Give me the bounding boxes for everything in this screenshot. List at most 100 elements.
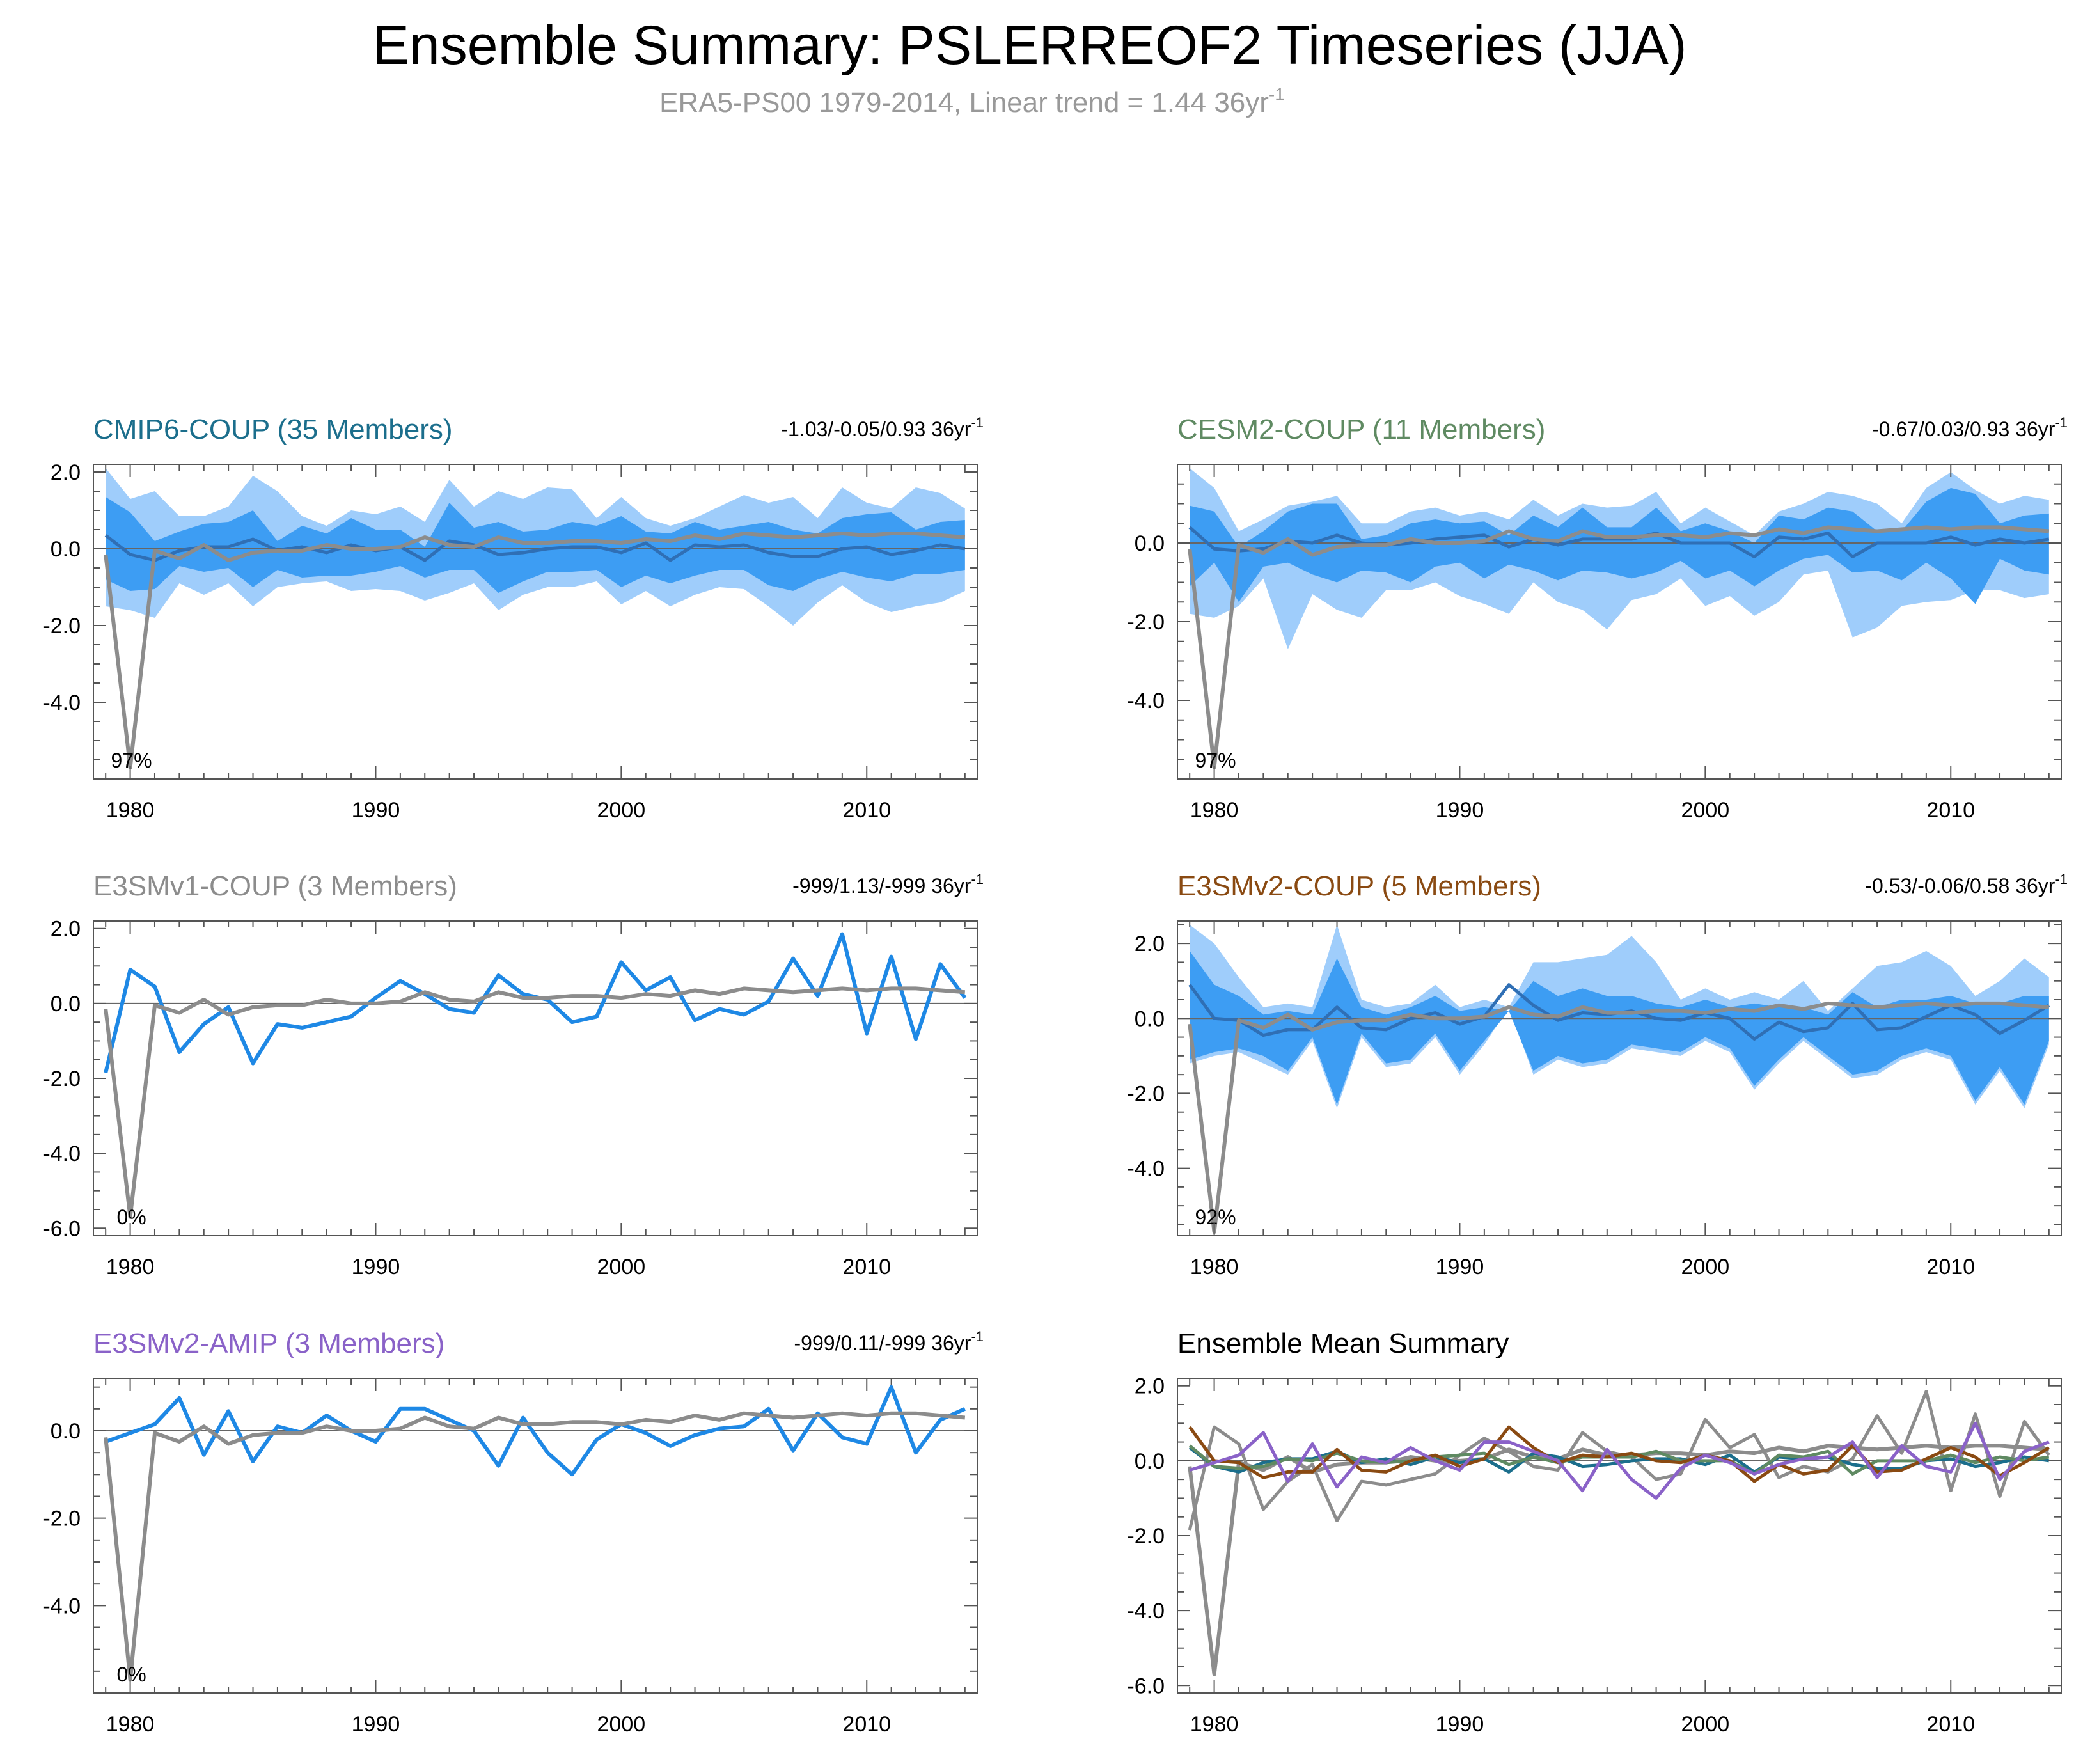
panel-trend-text: -0.53/-0.06/0.58 36yr-1	[1865, 871, 2068, 897]
y-tick-label: 0.0	[1135, 532, 1165, 556]
x-tick-label: 2000	[597, 798, 646, 823]
x-tick-label: 1980	[106, 798, 155, 823]
panel-frame	[1177, 1378, 2062, 1694]
y-tick-label: -2.0	[43, 1067, 81, 1091]
panel-title: CMIP6-COUP (35 Members)	[93, 414, 453, 445]
subtitle-superscript: -1	[1269, 84, 1285, 104]
figure-subtitle: ERA5-PS00 1979-2014, Linear trend = 1.44…	[659, 84, 1285, 118]
percent-label: 0%	[116, 1663, 146, 1686]
trend-superscript: -1	[2055, 414, 2068, 430]
series-line-era5-ps00	[1188, 1001, 2050, 1234]
y-tick-label: -4.0	[43, 1142, 81, 1166]
trend-superscript: -1	[971, 871, 984, 887]
trend-value: -999/1.13/-999 36yr	[792, 874, 971, 897]
series-line-e3smv2-coup	[1188, 1425, 2050, 1483]
x-tick-label: 2000	[597, 1712, 646, 1736]
x-tick-label: 2010	[1926, 1255, 1975, 1279]
series-line-ensemble-mean	[1188, 526, 2050, 558]
panel-data-group	[93, 1385, 977, 1682]
y-tick-label: 2.0	[51, 917, 81, 941]
panel-e3smv1: E3SMv1-COUP (3 Members) -999/1.13/-999 36…	[43, 870, 984, 1279]
x-tick-label: 2000	[1681, 1712, 1730, 1736]
y-tick-label: -4.0	[1127, 1599, 1165, 1623]
y-tick-label: 2.0	[51, 461, 81, 485]
panel-frame	[93, 920, 978, 1236]
y-tick-label: -4.0	[43, 1594, 81, 1618]
spread-band-inner	[1190, 487, 2049, 604]
y-tick-label: 2.0	[1135, 932, 1165, 956]
x-tick-label: 1980	[1190, 1255, 1239, 1279]
y-tick-label: -2.0	[43, 614, 81, 638]
panel-trend-text: -999/1.13/-999 36yr-1	[792, 871, 984, 897]
panel-cmip6: CMIP6-COUP (35 Members) -1.03/-0.05/0.93 …	[43, 414, 984, 823]
trend-superscript: -1	[2055, 871, 2068, 887]
x-tick-label: 1990	[1436, 1712, 1484, 1736]
trend-superscript: -1	[971, 414, 984, 430]
x-tick-label: 1980	[1190, 1712, 1239, 1736]
y-tick-label: -4.0	[1127, 689, 1165, 713]
series-line-era5-ps00	[1188, 525, 2050, 769]
panel-title: E3SMv2-AMIP (3 Members)	[93, 1328, 444, 1359]
panel-title: E3SMv1-COUP (3 Members)	[93, 870, 457, 902]
panel-e3smv2: E3SMv2-COUP (5 Members) -0.53/-0.06/0.58 …	[1127, 870, 2068, 1279]
x-tick-label: 2000	[597, 1255, 646, 1279]
y-tick-label: -2.0	[1127, 1082, 1165, 1106]
x-tick-label: 1980	[1190, 798, 1239, 823]
panel-frame	[93, 464, 978, 780]
x-tick-label: 2010	[842, 1712, 891, 1736]
trend-value: -1.03/-0.05/0.93 36yr	[781, 418, 971, 441]
series-line-era5-ps00	[104, 986, 966, 1219]
y-tick-label: 0.0	[51, 992, 81, 1016]
panel-data-group	[93, 932, 977, 1219]
panel-data-group	[1177, 468, 2061, 769]
x-tick-label: 1980	[106, 1255, 155, 1279]
panel-trend-text: -0.67/0.03/0.93 36yr-1	[1872, 414, 2068, 441]
y-tick-label: -2.0	[1127, 1524, 1165, 1548]
y-tick-label: -4.0	[1127, 1157, 1165, 1181]
trend-value: -0.53/-0.06/0.58 36yr	[1865, 874, 2055, 897]
panel-title: Ensemble Mean Summary	[1177, 1328, 1509, 1359]
x-tick-label: 1990	[352, 1255, 400, 1279]
y-tick-label: 0.0	[1135, 1007, 1165, 1031]
series-line-e3smv2-amip	[1189, 1421, 2050, 1500]
panel-trend-text: -999/0.11/-999 36yr-1	[794, 1328, 984, 1355]
series-line-era5-ps00	[104, 1411, 966, 1682]
panel-summary: Ensemble Mean Summary 2.0 0.0 -2.0 -4.0 -6.0 1…	[1127, 1328, 2062, 1736]
y-tick-label: -6.0	[1127, 1674, 1165, 1698]
panel-e3smv2amip: E3SMv2-AMIP (3 Members) -999/0.11/-999 36…	[43, 1328, 984, 1736]
x-tick-label: 2010	[842, 798, 891, 823]
y-tick-label: 0.0	[1135, 1449, 1165, 1474]
panel-frame	[93, 1378, 978, 1694]
x-tick-label: 2000	[1681, 1255, 1730, 1279]
x-tick-label: 2000	[1681, 798, 1730, 823]
x-tick-label: 1990	[1436, 1255, 1484, 1279]
spread-band-inner	[1190, 950, 2049, 1105]
subtitle-text: ERA5-PS00 1979-2014, Linear trend = 1.44…	[659, 87, 1269, 118]
x-tick-label: 1980	[106, 1712, 155, 1736]
percent-label: 92%	[1195, 1206, 1236, 1229]
trend-value: -999/0.11/-999 36yr	[794, 1332, 971, 1355]
x-tick-label: 1990	[352, 798, 400, 823]
trend-superscript: -1	[971, 1328, 984, 1344]
percent-label: 97%	[1195, 749, 1236, 772]
x-tick-label: 2010	[1926, 1712, 1975, 1736]
panel-frame	[1177, 920, 2062, 1236]
x-tick-label: 2010	[1926, 798, 1975, 823]
y-tick-label: -2.0	[43, 1507, 81, 1531]
series-line-e3smv2-amip	[105, 1385, 966, 1477]
panel-data-group	[1177, 1390, 2061, 1676]
panel-title: CESM2-COUP (11 Members)	[1177, 414, 1545, 445]
y-tick-label: 0.0	[51, 537, 81, 562]
panel-title: E3SMv2-COUP (5 Members)	[1177, 870, 1541, 902]
panels-group: CMIP6-COUP (35 Members) -1.03/-0.05/0.93 …	[43, 414, 2068, 1736]
y-tick-label: -6.0	[43, 1217, 81, 1241]
series-line-era5-ps00	[104, 532, 966, 769]
panel-cesm2: CESM2-COUP (11 Members) -0.67/0.03/0.93 3…	[1127, 414, 2068, 823]
panel-data-group	[93, 468, 977, 769]
x-tick-label: 1990	[1436, 798, 1484, 823]
y-tick-label: -2.0	[1127, 610, 1165, 634]
series-line-ensemble-mean	[104, 534, 966, 562]
trend-value: -0.67/0.03/0.93 36yr	[1872, 418, 2055, 441]
y-tick-label: 2.0	[1135, 1374, 1165, 1399]
